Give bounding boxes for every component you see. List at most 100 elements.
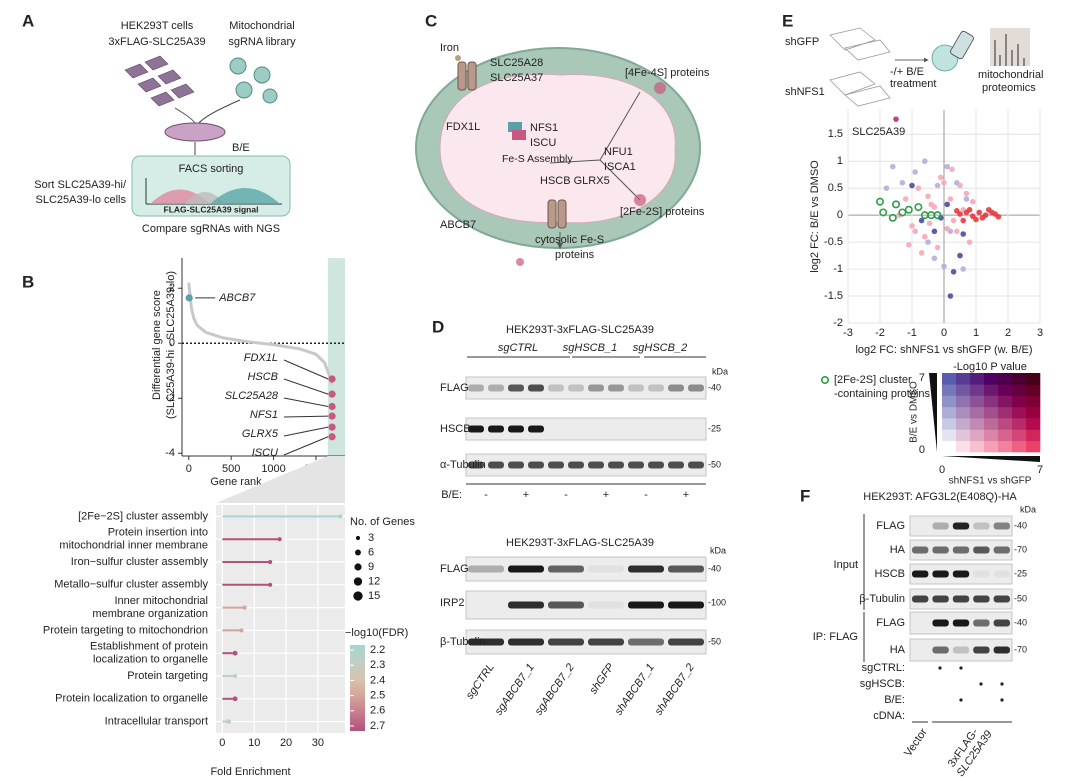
x-tick-label: 3 xyxy=(1037,327,1043,339)
band xyxy=(912,523,928,530)
label: Iron xyxy=(440,42,459,54)
y-tick-label: -2 xyxy=(165,392,175,404)
key-cell xyxy=(942,429,957,442)
label: FDX1L xyxy=(446,121,480,133)
band xyxy=(508,461,524,469)
band xyxy=(912,620,928,627)
key-wedge xyxy=(929,373,937,452)
blot xyxy=(465,556,707,582)
label: ISCA1 xyxy=(604,161,636,173)
point xyxy=(963,190,970,197)
band xyxy=(628,601,664,609)
colorbar-label: 2.5 xyxy=(370,690,385,702)
label: + xyxy=(603,489,609,501)
point xyxy=(896,212,902,218)
label: kDa xyxy=(1020,504,1036,514)
label: -50 xyxy=(708,636,721,646)
point xyxy=(949,166,955,173)
label: - xyxy=(644,489,648,501)
colorbar-label: 2.3 xyxy=(370,659,385,671)
band xyxy=(528,384,544,392)
band xyxy=(508,384,524,392)
label: Compare sgRNAs with NGS xyxy=(142,223,280,235)
x-axis-label: Gene rank xyxy=(210,476,262,488)
leader xyxy=(283,415,329,418)
zoom-connector xyxy=(216,456,345,503)
category-label: Iron−sulfur cluster assembly xyxy=(71,556,209,568)
leader xyxy=(283,426,329,437)
point xyxy=(890,163,896,170)
x-tick-label: 500 xyxy=(222,463,240,475)
point xyxy=(944,163,950,170)
label: Mitochondrial xyxy=(229,20,294,32)
band xyxy=(912,595,929,603)
label: SLC25A37 xyxy=(490,72,543,84)
band xyxy=(508,601,544,609)
dot xyxy=(232,696,238,702)
point xyxy=(992,211,998,217)
gene-point xyxy=(185,294,193,302)
point xyxy=(960,217,966,224)
gene-label: HSCB xyxy=(247,371,278,383)
band xyxy=(588,638,624,646)
gene-label: GLRX5 xyxy=(242,428,279,440)
gene-point xyxy=(328,412,336,420)
key-cell xyxy=(942,384,957,396)
label: -50 xyxy=(708,459,721,469)
key-cell xyxy=(1012,406,1027,419)
band xyxy=(668,601,704,609)
colorbar xyxy=(350,645,365,731)
band xyxy=(588,565,624,573)
band xyxy=(993,522,1010,530)
panel-a-art xyxy=(124,55,291,217)
y-axis-label: log2 FC: B/E vs DMSO xyxy=(809,160,821,273)
band xyxy=(932,619,949,627)
key-cell xyxy=(970,395,985,408)
dot xyxy=(233,673,238,679)
panel-label: D xyxy=(432,317,444,336)
point xyxy=(906,242,912,248)
label: shNFS1 xyxy=(785,86,825,98)
band xyxy=(688,384,704,392)
point xyxy=(986,206,992,213)
dot xyxy=(268,582,273,587)
x-tick-label: 0 xyxy=(186,463,192,475)
key-cell xyxy=(984,373,999,385)
key-cell xyxy=(1012,373,1027,385)
point xyxy=(941,263,947,270)
band xyxy=(468,461,484,469)
label: [2Fe-2S] proteins xyxy=(620,206,705,218)
category-label: Intracellular transport xyxy=(105,716,208,728)
band xyxy=(548,601,584,609)
dot xyxy=(226,719,232,724)
label: sgHSCB_2 xyxy=(633,342,687,354)
key-cell xyxy=(984,406,999,419)
blot xyxy=(465,629,707,655)
key-cell xyxy=(956,406,971,419)
dot xyxy=(242,605,247,610)
label: HSCB GLRX5 xyxy=(540,175,610,187)
label: α-Tubulin xyxy=(440,459,486,471)
key-cell xyxy=(956,384,971,396)
label: mitochondrial xyxy=(978,69,1043,81)
band xyxy=(468,638,504,646)
band xyxy=(973,546,990,554)
band xyxy=(528,425,544,433)
colorbar-label: 2.2 xyxy=(370,644,385,656)
band xyxy=(588,384,604,392)
key-cell xyxy=(998,373,1013,385)
point xyxy=(954,208,960,214)
band xyxy=(508,638,544,646)
point xyxy=(966,239,973,245)
key-cell xyxy=(998,429,1013,442)
category-label: Protein insertion into xyxy=(108,527,208,539)
band xyxy=(488,425,504,433)
key-cell xyxy=(956,418,971,430)
band xyxy=(608,384,624,392)
dot xyxy=(239,628,244,633)
band xyxy=(548,638,584,646)
point xyxy=(976,209,982,216)
dot xyxy=(277,537,282,542)
plot-background xyxy=(216,505,345,733)
category-label: localization to organelle xyxy=(93,654,208,666)
